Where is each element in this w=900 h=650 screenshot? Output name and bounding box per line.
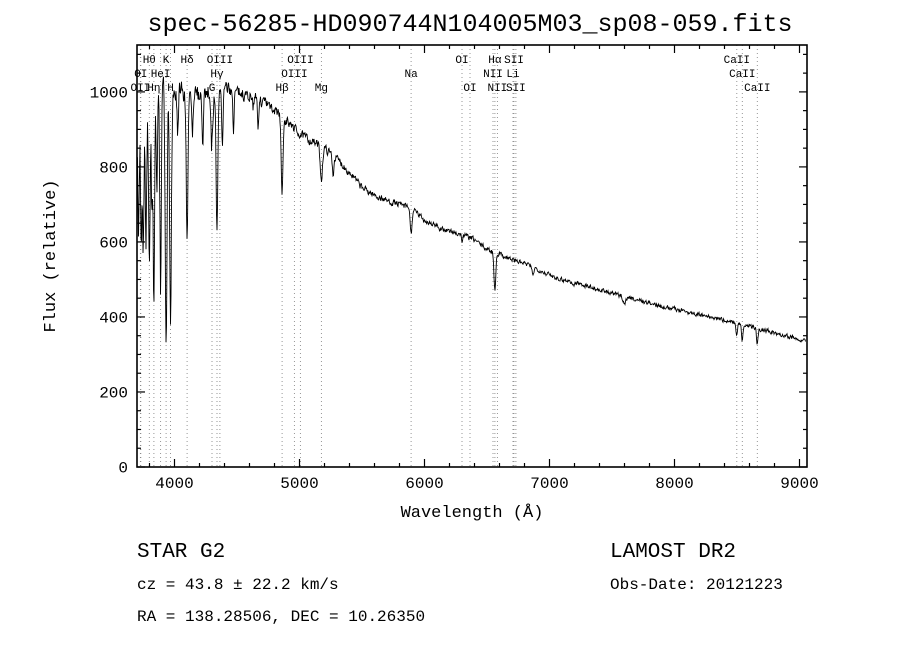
ra-dec-label: RA = 138.28506, DEC = 10.26350 xyxy=(137,608,425,626)
x-tick-label: 9000 xyxy=(780,475,818,493)
x-tick-label: 6000 xyxy=(405,475,443,493)
y-tick-label: 600 xyxy=(99,234,128,252)
spectral-line-label: Hη xyxy=(147,83,160,95)
spectral-line-label: Hδ xyxy=(180,55,193,67)
spectral-line-label: CaII xyxy=(744,83,770,95)
y-tick-label: 200 xyxy=(99,384,128,402)
y-tick-label: 800 xyxy=(99,159,128,177)
spectral-line-label: NII xyxy=(487,83,507,95)
spectral-line-label: OI xyxy=(463,83,476,95)
cz-label: cz = 43.8 ± 22.2 km/s xyxy=(137,576,339,594)
spectral-line-label: Li xyxy=(506,69,520,81)
x-tick-label: 5000 xyxy=(280,475,318,493)
y-tick-label: 400 xyxy=(99,309,128,327)
spectral-line-label: Mg xyxy=(315,83,328,95)
spectral-line-label: Hθ xyxy=(143,55,156,67)
plot-area: OII OI Hθ Hη HeI K H Hδ G Hγ OIII Hβ OIII OIII Mg Na OI O… xyxy=(90,44,819,493)
spectral-line-label: SII xyxy=(506,83,526,95)
y-axis-label: Flux (relative) xyxy=(42,179,61,332)
spectral-line-label: OII xyxy=(130,83,150,95)
spectral-line-label: HeI xyxy=(151,69,171,81)
classification-label: STAR G2 xyxy=(137,541,225,564)
spectral-line-label: CaII xyxy=(729,69,755,81)
spectral-line-label: CaII xyxy=(724,55,750,67)
spectral-line-label: OI xyxy=(455,55,468,67)
spectral-line-label: Hγ xyxy=(210,69,224,81)
x-tick-label: 4000 xyxy=(155,475,193,493)
x-axis-label: Wavelength (Å) xyxy=(401,504,544,523)
spectral-line-label: SII xyxy=(504,55,524,67)
chart-title: spec-56285-HD090744N104005M03_sp08-059.f… xyxy=(147,10,792,39)
spectrum-path xyxy=(137,76,806,345)
x-tick-label: 8000 xyxy=(655,475,693,493)
y-tick-label: 0 xyxy=(118,460,128,478)
spectral-line-label: G xyxy=(209,83,216,95)
y-tick-label: 1000 xyxy=(90,84,128,102)
spectral-line-label: OIII xyxy=(287,55,313,67)
spectral-line-label: Hβ xyxy=(275,83,289,95)
spectral-line-label: K xyxy=(163,55,170,67)
spectral-line-label: Na xyxy=(404,69,418,81)
spectral-line-label: OIII xyxy=(281,69,307,81)
spectral-line-label: OIII xyxy=(207,55,233,67)
spectral-line-label: NII xyxy=(483,69,503,81)
survey-label: LAMOST DR2 xyxy=(610,541,736,564)
spectral-line-label: OI xyxy=(134,69,147,81)
spectral-line-label: H xyxy=(167,83,174,95)
obs-date-label: Obs-Date: 20121223 xyxy=(610,576,783,594)
spectral-line-label: Hα xyxy=(488,55,502,67)
x-tick-label: 7000 xyxy=(530,475,568,493)
plot-frame xyxy=(136,44,808,468)
